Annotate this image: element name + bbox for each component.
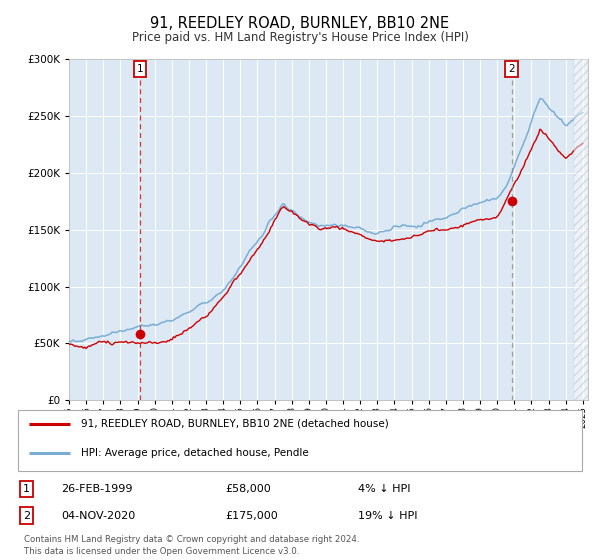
Text: Contains HM Land Registry data © Crown copyright and database right 2024.: Contains HM Land Registry data © Crown c…: [23, 535, 359, 544]
Text: 91, REEDLEY ROAD, BURNLEY, BB10 2NE: 91, REEDLEY ROAD, BURNLEY, BB10 2NE: [151, 16, 449, 31]
Text: This data is licensed under the Open Government Licence v3.0.: This data is licensed under the Open Gov…: [23, 547, 299, 556]
FancyBboxPatch shape: [18, 410, 582, 472]
Text: 1: 1: [137, 64, 143, 74]
Text: 04-NOV-2020: 04-NOV-2020: [61, 511, 135, 521]
Text: £175,000: £175,000: [225, 511, 278, 521]
Text: 1: 1: [23, 484, 30, 494]
Text: HPI: Average price, detached house, Pendle: HPI: Average price, detached house, Pend…: [81, 449, 309, 459]
Text: Price paid vs. HM Land Registry's House Price Index (HPI): Price paid vs. HM Land Registry's House …: [131, 31, 469, 44]
Text: 19% ↓ HPI: 19% ↓ HPI: [358, 511, 417, 521]
Text: 2: 2: [508, 64, 515, 74]
Text: £58,000: £58,000: [225, 484, 271, 494]
Text: 26-FEB-1999: 26-FEB-1999: [61, 484, 133, 494]
Text: 91, REEDLEY ROAD, BURNLEY, BB10 2NE (detached house): 91, REEDLEY ROAD, BURNLEY, BB10 2NE (det…: [81, 419, 389, 429]
Bar: [574, 59, 588, 400]
Text: 2: 2: [23, 511, 30, 521]
Text: 4% ↓ HPI: 4% ↓ HPI: [358, 484, 410, 494]
